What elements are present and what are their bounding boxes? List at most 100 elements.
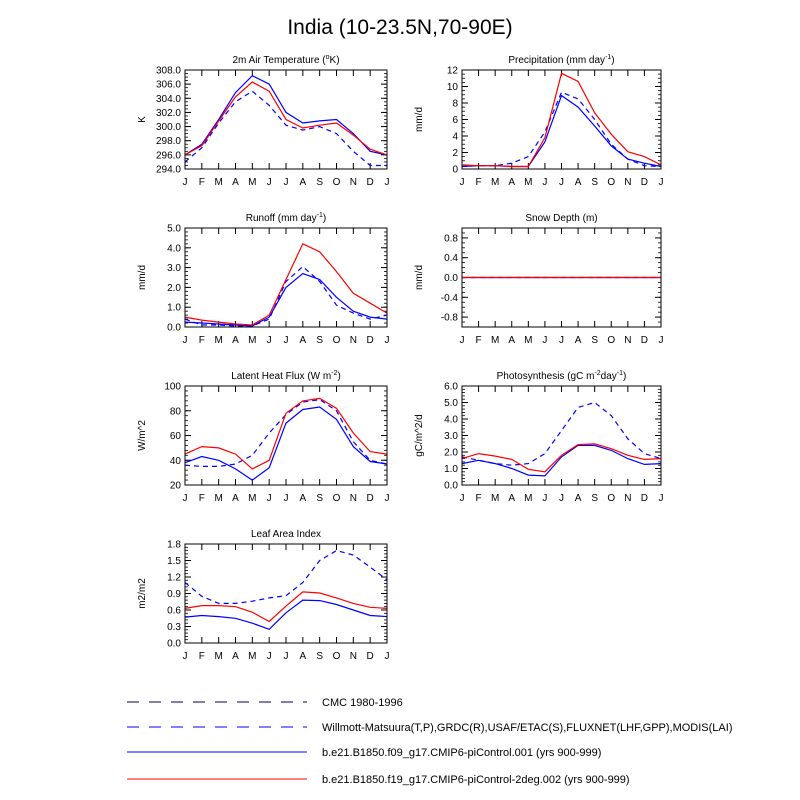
y-tick-label: 3.0 bbox=[167, 263, 181, 274]
x-tick-label: J bbox=[284, 177, 289, 188]
x-tick-label: A bbox=[232, 651, 239, 662]
x-tick-label: N bbox=[624, 177, 631, 188]
x-tick-label: S bbox=[316, 493, 323, 504]
panel-title: Photosynthesis (gC m-2day-1) bbox=[497, 370, 627, 382]
y-tick-label: 5.0 bbox=[444, 398, 458, 409]
x-tick-label: J bbox=[659, 177, 664, 188]
y-tick-label: 1.5 bbox=[167, 556, 181, 567]
x-tick-label: S bbox=[316, 651, 323, 662]
panel-title: Leaf Area Index bbox=[251, 529, 321, 540]
series-line-model-f19 bbox=[184, 591, 388, 623]
x-tick-label: D bbox=[367, 493, 374, 504]
series-line-model-f19 bbox=[184, 397, 388, 470]
x-tick-label: J bbox=[385, 493, 390, 504]
y-tick-label: 12 bbox=[447, 66, 459, 77]
panel-title: Latent Heat Flux (W m-2) bbox=[231, 370, 341, 382]
y-tick-label: 0.0 bbox=[167, 639, 181, 650]
x-tick-label: J bbox=[267, 651, 272, 662]
y-tick-label: 2.0 bbox=[444, 448, 458, 459]
x-tick-label: N bbox=[350, 493, 357, 504]
y-axis-label: mm/d bbox=[414, 107, 425, 132]
x-tick-label: A bbox=[508, 493, 515, 504]
x-tick-label: S bbox=[591, 493, 598, 504]
x-tick-label: O bbox=[607, 493, 615, 504]
series-line-model-f09 bbox=[184, 599, 388, 630]
x-tick-label: M bbox=[524, 493, 532, 504]
y-tick-label: 100 bbox=[164, 382, 181, 393]
plot-frame bbox=[461, 227, 662, 328]
series-line-model-f19 bbox=[461, 72, 662, 168]
x-tick-label: J bbox=[659, 335, 664, 346]
plot-frame bbox=[461, 69, 662, 170]
x-tick-label: J bbox=[559, 335, 564, 346]
x-tick-label: J bbox=[183, 493, 188, 504]
x-tick-label: J bbox=[385, 335, 390, 346]
series-line-model-f09 bbox=[184, 406, 388, 481]
x-tick-label: J bbox=[559, 177, 564, 188]
x-tick-label: M bbox=[524, 177, 532, 188]
x-tick-label: M bbox=[491, 177, 499, 188]
x-tick-label: F bbox=[199, 177, 205, 188]
panel-title: Precipitation (mm day-1) bbox=[508, 54, 614, 66]
panel-title: Snow Depth (m) bbox=[525, 213, 597, 224]
y-axis-label: K bbox=[137, 116, 148, 123]
x-tick-label: J bbox=[659, 493, 664, 504]
y-tick-label: 2 bbox=[452, 148, 458, 159]
x-tick-label: A bbox=[575, 493, 582, 504]
title-text: Latent Heat Flux (W m bbox=[231, 371, 331, 382]
series-line-observations bbox=[184, 90, 387, 167]
y-axis-label: mm/d bbox=[137, 265, 148, 290]
plot-frame bbox=[184, 543, 388, 644]
x-tick-label: A bbox=[508, 177, 515, 188]
x-tick-label: S bbox=[316, 335, 323, 346]
y-tick-label: 80 bbox=[170, 406, 182, 417]
x-tick-label: S bbox=[591, 177, 598, 188]
x-tick-label: J bbox=[284, 651, 289, 662]
chart-panel-1: 2m Air Temperature (oK) 294.0 296.0 298.0 30… bbox=[137, 54, 390, 188]
panel-title: 2m Air Temperature (oK) bbox=[232, 54, 339, 66]
series-line-model-f09 bbox=[184, 74, 388, 156]
x-tick-label: O bbox=[333, 493, 341, 504]
x-tick-label: F bbox=[476, 177, 482, 188]
plot-frame bbox=[184, 385, 388, 486]
y-tick-label: 0.8 bbox=[444, 233, 458, 244]
x-tick-label: D bbox=[641, 177, 648, 188]
y-tick-label: 0.3 bbox=[167, 622, 181, 633]
y-tick-label: 0.6 bbox=[167, 606, 181, 617]
title-superscript: -2 bbox=[594, 370, 600, 377]
x-tick-label: A bbox=[508, 335, 515, 346]
y-tick-label: 1.8 bbox=[167, 540, 181, 551]
y-tick-label: 60 bbox=[170, 431, 182, 442]
y-tick-label: 6.0 bbox=[444, 382, 458, 393]
x-tick-label: M bbox=[214, 335, 222, 346]
x-tick-label: J bbox=[542, 335, 547, 346]
x-tick-label: D bbox=[367, 651, 374, 662]
y-tick-label: 308.0 bbox=[156, 66, 181, 77]
y-tick-label: 2.0 bbox=[167, 283, 181, 294]
x-tick-label: O bbox=[607, 335, 615, 346]
x-tick-label: M bbox=[491, 493, 499, 504]
y-tick-label: 0.0 bbox=[167, 323, 181, 334]
title-superscript: -1 bbox=[317, 212, 323, 219]
y-tick-label: 4 bbox=[452, 132, 458, 143]
x-tick-label: J bbox=[385, 651, 390, 662]
x-tick-label: D bbox=[641, 493, 648, 504]
x-tick-label: J bbox=[183, 335, 188, 346]
x-tick-label: M bbox=[491, 335, 499, 346]
y-tick-label: 0.0 bbox=[444, 481, 458, 492]
y-axis-label: mm/d bbox=[414, 265, 425, 290]
x-tick-label: J bbox=[284, 493, 289, 504]
series-line-observations bbox=[184, 265, 388, 327]
x-tick-label: J bbox=[284, 335, 289, 346]
y-tick-label: -0.8 bbox=[441, 313, 459, 324]
x-tick-label: S bbox=[591, 335, 598, 346]
y-tick-label: 3.0 bbox=[444, 431, 458, 442]
title-text: ) bbox=[337, 371, 340, 382]
series-line-model-f19 bbox=[184, 81, 388, 156]
y-tick-label: 6 bbox=[452, 115, 458, 126]
series-line-model-f09 bbox=[184, 272, 388, 327]
legend-label-1: CMC 1980-1996 bbox=[322, 697, 403, 709]
x-tick-label: O bbox=[607, 177, 615, 188]
